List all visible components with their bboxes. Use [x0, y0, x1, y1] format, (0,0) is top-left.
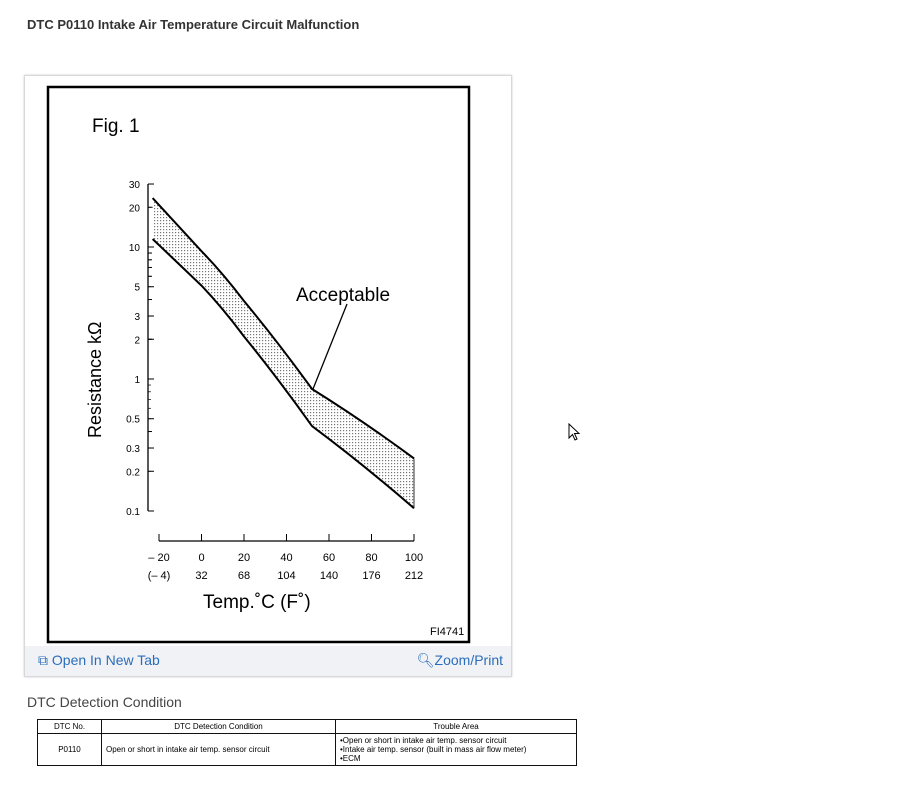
x-tick-label-c: 0: [198, 552, 204, 564]
x-tick-label-f: (– 4): [148, 570, 171, 582]
open-new-tab-label: Open In New Tab: [51, 652, 160, 668]
y-tick-label: 30: [129, 180, 141, 191]
page-title: DTC P0110 Intake Air Temperature Circuit…: [27, 17, 360, 32]
x-axis-label: Temp.˚C (F˚): [203, 592, 311, 613]
zoom-print-label: Zoom/Print: [434, 652, 503, 668]
x-tick-label-c: 60: [323, 552, 335, 564]
y-tick-label: 0.2: [126, 467, 140, 478]
trouble-item: •ECM: [340, 754, 361, 763]
y-axis-label: Resistance kΩ: [85, 322, 105, 439]
header-trouble-area: Trouble Area: [335, 719, 577, 734]
x-tick-label-f: 176: [362, 570, 380, 582]
x-tick-label-f: 212: [405, 570, 423, 582]
open-new-tab-link[interactable]: ⧉ Open In New Tab: [38, 652, 160, 669]
trouble-item: •Open or short in intake air temp. senso…: [340, 736, 507, 745]
figure-toolbar: ⧉ Open In New Tab 🔍︎Zoom/Print: [25, 646, 511, 674]
zoom-icon: 🔍︎: [416, 652, 435, 668]
header-dtc-no: DTC No.: [37, 719, 102, 734]
y-tick-label: 2: [134, 335, 140, 346]
figure-frame: [46, 85, 471, 644]
resistance-chart: Fig. 1 FI4741 Acceptable Resistance kΩ T…: [25, 76, 511, 646]
x-tick-label-c: 40: [280, 552, 292, 564]
y-tick-label: 3: [134, 312, 140, 323]
section-heading: DTC Detection Condition: [27, 694, 182, 710]
dtc-table: DTC No. DTC Detection Condition Trouble …: [37, 719, 577, 766]
y-tick-label: 5: [134, 283, 140, 294]
x-tick-label-f: 32: [195, 570, 207, 582]
x-tick-label-f: 140: [320, 570, 338, 582]
callout-line: [312, 303, 348, 390]
figure-container: Fig. 1 FI4741 Acceptable Resistance kΩ T…: [24, 75, 512, 677]
x-tick-label-c: 20: [238, 552, 250, 564]
y-tick-label: 0.1: [126, 507, 140, 518]
open-tab-icon: ⧉: [38, 652, 48, 668]
y-tick-label: 20: [129, 203, 141, 214]
callout-label: Acceptable: [296, 285, 390, 306]
x-tick-label-c: 80: [365, 552, 377, 564]
x-tick-label-c: – 20: [148, 552, 169, 564]
y-tick-label: 1: [134, 375, 140, 386]
cell-trouble-area: •Open or short in intake air temp. senso…: [335, 733, 577, 766]
trouble-item: •Intake air temp. sensor (built in mass …: [340, 745, 527, 754]
cell-condition: Open or short in intake air temp. sensor…: [101, 733, 336, 766]
table-row: P0110 Open or short in intake air temp. …: [37, 733, 577, 766]
x-tick-label-f: 68: [238, 570, 250, 582]
mouse-cursor-icon: [568, 423, 581, 441]
upper-limit-curve: [151, 197, 415, 460]
x-tick-label-f: 104: [277, 570, 295, 582]
y-tick-label: 0.3: [126, 444, 140, 455]
x-tick-label-c: 100: [405, 552, 423, 564]
table-header-row: DTC No. DTC Detection Condition Trouble …: [37, 719, 577, 734]
y-tick-label: 0.5: [126, 415, 140, 426]
header-condition: DTC Detection Condition: [101, 719, 336, 734]
lower-limit-curve: [151, 238, 415, 509]
cell-dtc: P0110: [37, 733, 102, 766]
acceptable-band: [152, 198, 414, 509]
zoom-print-link[interactable]: 🔍︎Zoom/Print: [417, 652, 503, 669]
y-tick-label: 10: [129, 243, 141, 254]
figure-code: FI4741: [430, 626, 464, 638]
fig-label: Fig. 1: [92, 116, 140, 137]
